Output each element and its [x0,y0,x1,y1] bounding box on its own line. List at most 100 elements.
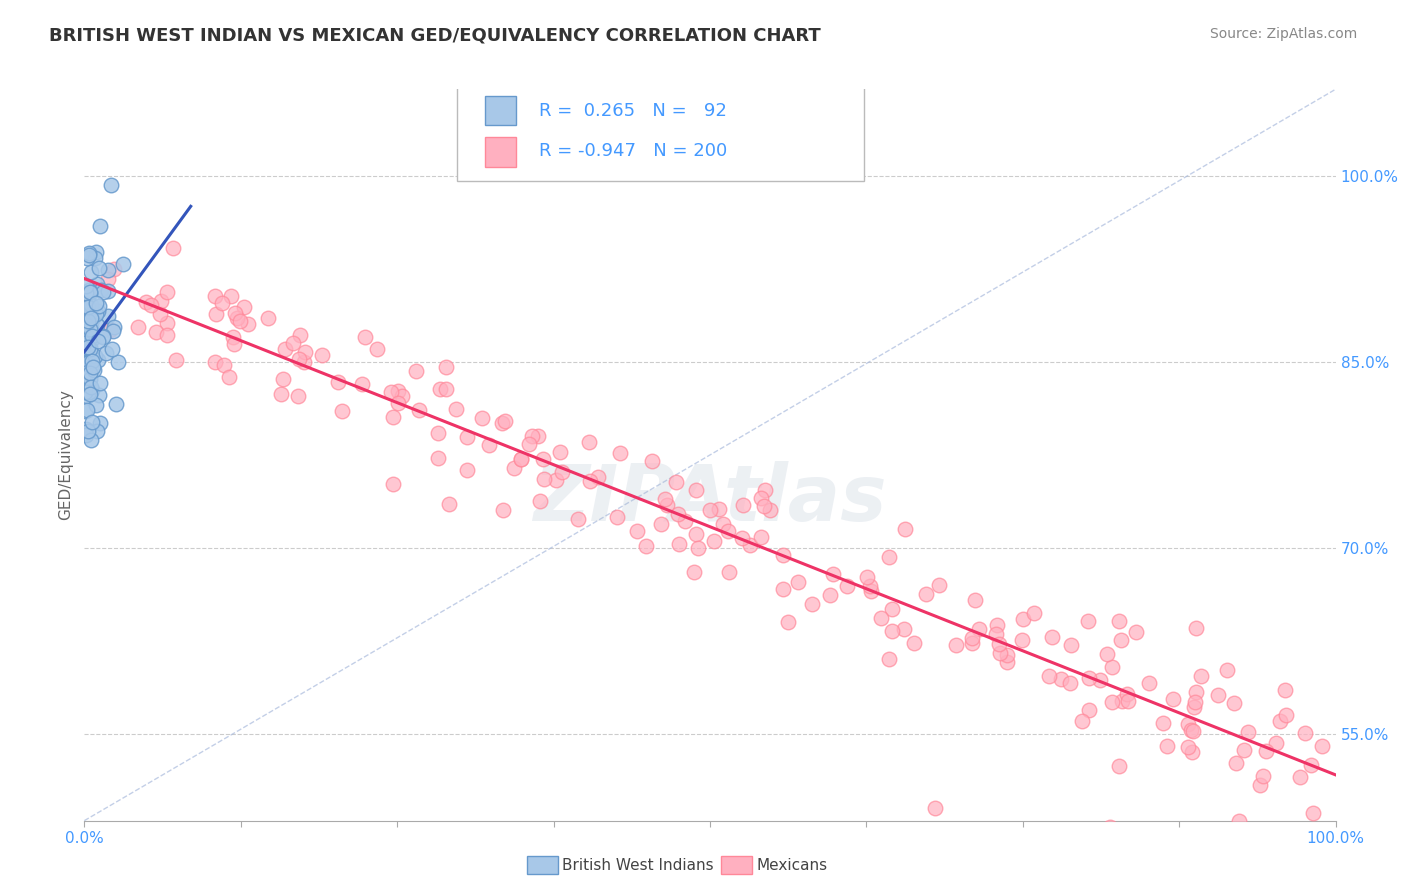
Point [89,219,111,234]
Point [685,483,707,498]
Point [529,493,551,508]
Point [437,498,460,512]
Point [731,498,754,512]
Point [749,530,772,544]
Point [544,473,567,487]
Point [870,610,893,624]
Point [76,358,98,372]
Point [76,389,98,403]
Point [107,355,129,369]
Point [79,327,101,342]
Point [89,416,111,430]
Point [1011,633,1033,648]
Point [609,446,631,460]
Point [84,350,107,364]
Point [1161,691,1184,706]
Point [522,428,544,442]
Point [1289,771,1312,785]
Point [928,578,950,592]
Point [1181,724,1204,739]
Point [79,340,101,354]
Point [211,296,233,310]
Point [855,569,877,583]
Point [1116,694,1139,708]
Point [79,301,101,316]
Point [654,491,676,506]
Point [1077,614,1099,628]
Point [1184,621,1206,635]
Point [772,582,794,596]
Point [165,353,187,368]
Point [139,297,162,311]
Y-axis label: GED/Equivalency: GED/Equivalency [58,390,73,520]
Point [75,403,97,417]
Point [75,377,97,392]
Point [219,289,242,303]
Point [1099,820,1122,834]
Point [103,319,125,334]
Point [80,265,103,279]
Point [86,318,108,332]
Point [100,178,122,193]
Point [717,524,740,538]
Point [1274,682,1296,697]
Point [73,310,96,324]
Point [860,584,883,599]
Point [492,503,515,517]
Point [1265,736,1288,750]
Point [984,627,1007,641]
Point [87,353,110,368]
Point [387,396,409,410]
Point [434,382,457,396]
FancyBboxPatch shape [457,82,863,180]
Point [256,311,278,326]
Point [1125,624,1147,639]
Point [666,508,689,522]
Point [84,251,107,265]
Point [79,322,101,336]
Point [135,294,157,309]
Point [718,566,741,580]
Point [533,473,555,487]
Point [510,451,533,466]
Point [754,483,776,497]
Point [77,331,100,345]
Point [101,342,124,356]
Point [578,435,600,450]
Point [1097,648,1119,662]
Point [97,284,120,298]
Point [1216,664,1239,678]
Point [408,403,430,417]
Point [77,283,100,297]
Point [156,316,179,330]
Point [1024,607,1046,621]
Point [270,387,292,401]
Point [683,565,706,579]
Point [1088,673,1111,687]
Point [1156,739,1178,754]
Point [859,579,882,593]
Text: Source: ZipAtlas.com: Source: ZipAtlas.com [1209,27,1357,41]
Point [1223,696,1246,710]
Point [405,364,427,378]
Point [749,491,772,506]
Point [224,306,246,320]
Point [226,311,249,326]
Text: ZIPAtlas: ZIPAtlas [533,461,887,537]
Point [76,251,98,265]
Point [80,345,103,359]
Point [76,342,98,356]
Point [800,598,823,612]
Point [665,475,688,490]
Point [145,326,167,340]
Point [1249,778,1271,792]
Point [155,285,177,300]
Point [387,384,409,398]
Point [1236,725,1258,739]
Point [98,322,121,336]
Point [149,307,172,321]
Point [330,403,353,417]
Point [75,427,97,442]
Point [77,340,100,354]
Point [86,277,108,291]
